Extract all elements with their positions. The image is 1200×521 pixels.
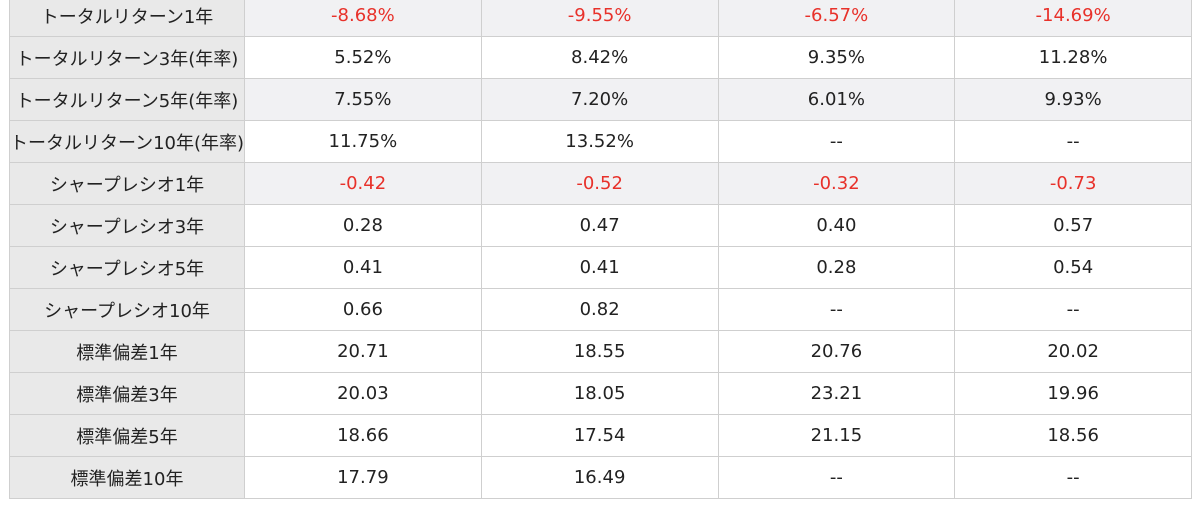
row-label: シャープレシオ10年 — [9, 288, 245, 331]
table-row: トータルリターン1年 -8.68% -9.55% -6.57% -14.69% — [9, 0, 1192, 37]
metric-value: 6.01% — [717, 78, 956, 121]
metric-value: -0.52 — [480, 162, 719, 205]
table-row: シャープレシオ1年 -0.42 -0.52 -0.32 -0.73 — [9, 162, 1192, 205]
metric-value: 0.57 — [954, 204, 1192, 247]
metric-value: -0.73 — [954, 162, 1192, 205]
metric-value: 0.28 — [244, 204, 482, 247]
row-label: トータルリターン10年(年率) — [9, 120, 245, 163]
metric-value: 8.42% — [480, 36, 719, 79]
metric-value: 17.79 — [244, 456, 482, 499]
row-label: 標準偏差5年 — [9, 414, 245, 457]
metric-value: -0.32 — [717, 162, 956, 205]
table-row: トータルリターン3年(年率) 5.52% 8.42% 9.35% 11.28% — [9, 36, 1192, 79]
table-row: トータルリターン5年(年率) 7.55% 7.20% 6.01% 9.93% — [9, 78, 1192, 121]
metric-value: 13.52% — [480, 120, 719, 163]
row-label: 標準偏差10年 — [9, 456, 245, 499]
row-label: トータルリターン3年(年率) — [9, 36, 245, 79]
metric-value: 16.49 — [480, 456, 719, 499]
row-label: トータルリターン1年 — [9, 0, 245, 37]
metric-value: 9.35% — [717, 36, 956, 79]
table-row: シャープレシオ5年 0.41 0.41 0.28 0.54 — [9, 246, 1192, 289]
metric-value: 19.96 — [954, 372, 1192, 415]
table-row: 標準偏差10年 17.79 16.49 -- -- — [9, 456, 1192, 499]
table-row: トータルリターン10年(年率) 11.75% 13.52% -- -- — [9, 120, 1192, 163]
metric-value: -- — [954, 120, 1192, 163]
table-row: 標準偏差1年 20.71 18.55 20.76 20.02 — [9, 330, 1192, 373]
metric-value: 0.41 — [480, 246, 719, 289]
metric-value: -0.42 — [244, 162, 482, 205]
metric-value: -- — [954, 288, 1192, 331]
metric-value: 7.20% — [480, 78, 719, 121]
metric-value: -- — [717, 288, 956, 331]
table-row: 標準偏差3年 20.03 18.05 23.21 19.96 — [9, 372, 1192, 415]
metric-value: -- — [717, 120, 956, 163]
row-label: シャープレシオ3年 — [9, 204, 245, 247]
metric-value: 20.03 — [244, 372, 482, 415]
row-label: 標準偏差1年 — [9, 330, 245, 373]
metric-value: -- — [717, 456, 956, 499]
metric-value: 0.47 — [480, 204, 719, 247]
table-row: シャープレシオ3年 0.28 0.47 0.40 0.57 — [9, 204, 1192, 247]
table-row: シャープレシオ10年 0.66 0.82 -- -- — [9, 288, 1192, 331]
fund-metrics-table: トータルリターン1年 -8.68% -9.55% -6.57% -14.69% … — [9, 0, 1192, 499]
metric-value: -8.68% — [244, 0, 482, 37]
metric-value: -6.57% — [717, 0, 956, 37]
metric-value: 0.82 — [480, 288, 719, 331]
row-label: シャープレシオ5年 — [9, 246, 245, 289]
metric-value: 17.54 — [480, 414, 719, 457]
metric-value: 18.56 — [954, 414, 1192, 457]
metric-value: 5.52% — [244, 36, 482, 79]
metric-value: -- — [954, 456, 1192, 499]
metric-value: 18.05 — [480, 372, 719, 415]
row-label: シャープレシオ1年 — [9, 162, 245, 205]
metric-value: 9.93% — [954, 78, 1192, 121]
metric-value: 11.28% — [954, 36, 1192, 79]
metric-value: 11.75% — [244, 120, 482, 163]
metric-value: 21.15 — [717, 414, 956, 457]
metric-value: 20.71 — [244, 330, 482, 373]
table-row: 標準偏差5年 18.66 17.54 21.15 18.56 — [9, 414, 1192, 457]
metric-value: 0.40 — [717, 204, 956, 247]
metric-value: -14.69% — [954, 0, 1192, 37]
metric-value: 18.55 — [480, 330, 719, 373]
metric-value: 0.66 — [244, 288, 482, 331]
metric-value: 7.55% — [244, 78, 482, 121]
row-label: トータルリターン5年(年率) — [9, 78, 245, 121]
metric-value: 0.54 — [954, 246, 1192, 289]
metric-value: -9.55% — [480, 0, 719, 37]
metric-value: 23.21 — [717, 372, 956, 415]
metric-value: 0.28 — [717, 246, 956, 289]
row-label: 標準偏差3年 — [9, 372, 245, 415]
metric-value: 0.41 — [244, 246, 482, 289]
metric-value: 20.02 — [954, 330, 1192, 373]
metric-value: 18.66 — [244, 414, 482, 457]
metric-value: 20.76 — [717, 330, 956, 373]
